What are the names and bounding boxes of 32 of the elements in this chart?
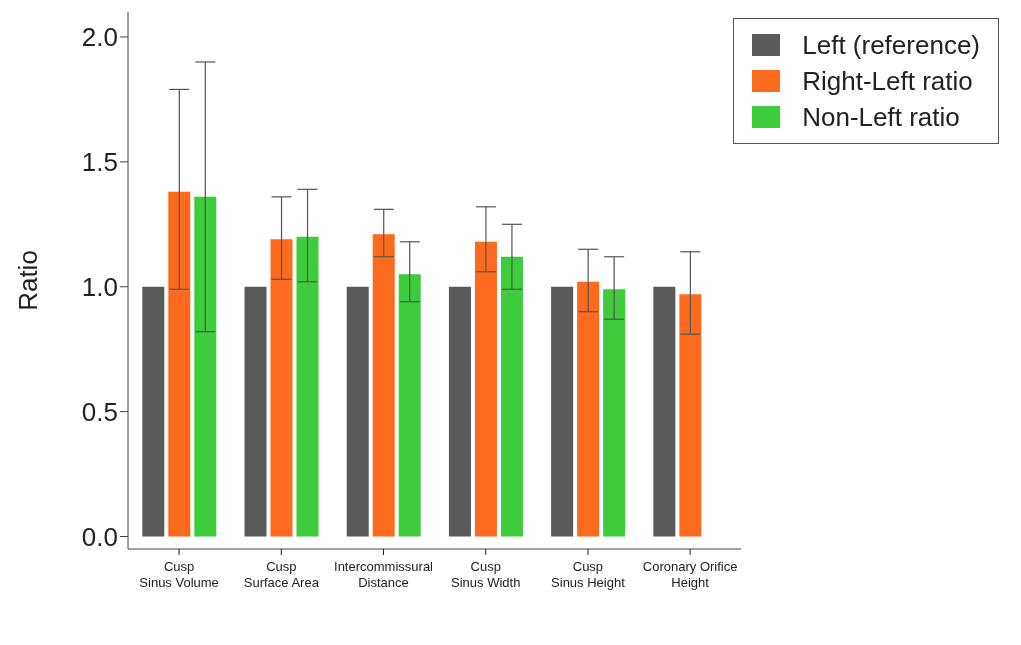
- bar: [194, 196, 217, 537]
- y-tick-label: 0.5: [81, 396, 118, 427]
- bar: [448, 286, 471, 537]
- bar: [296, 236, 319, 537]
- bar: [551, 286, 574, 537]
- bar: [372, 234, 395, 537]
- y-tick-label: 0.0: [81, 521, 118, 552]
- bar: [270, 239, 293, 537]
- bar: [168, 191, 191, 537]
- bar: [603, 289, 626, 537]
- bar: [398, 274, 421, 537]
- bar: [500, 256, 523, 537]
- x-tick-label: Intercommissural Distance: [334, 559, 434, 590]
- legend-label: Right-Left ratio: [802, 65, 973, 97]
- bar: [346, 286, 369, 537]
- y-tick-label: 1.0: [81, 271, 118, 302]
- bar: [577, 281, 600, 537]
- x-tick-label: Coronary Orifice Height: [642, 559, 738, 590]
- x-tick-label: Cusp Surface Area: [243, 559, 320, 590]
- y-tick-label: 1.5: [81, 147, 118, 178]
- bar: [474, 241, 497, 537]
- x-tick-label: Cusp Sinus Height: [551, 559, 626, 590]
- legend-label: Non-Left ratio: [802, 101, 960, 133]
- x-tick-label: Cusp Sinus Width: [451, 559, 521, 590]
- bar: [653, 286, 676, 537]
- bar: [679, 294, 702, 537]
- x-tick-label: Cusp Sinus Volume: [139, 559, 219, 590]
- bar: [244, 286, 267, 537]
- bar: [142, 286, 165, 537]
- y-axis-title: Ratio: [13, 250, 44, 311]
- legend-label: Left (reference): [802, 29, 980, 61]
- y-tick-label: 2.0: [81, 22, 118, 53]
